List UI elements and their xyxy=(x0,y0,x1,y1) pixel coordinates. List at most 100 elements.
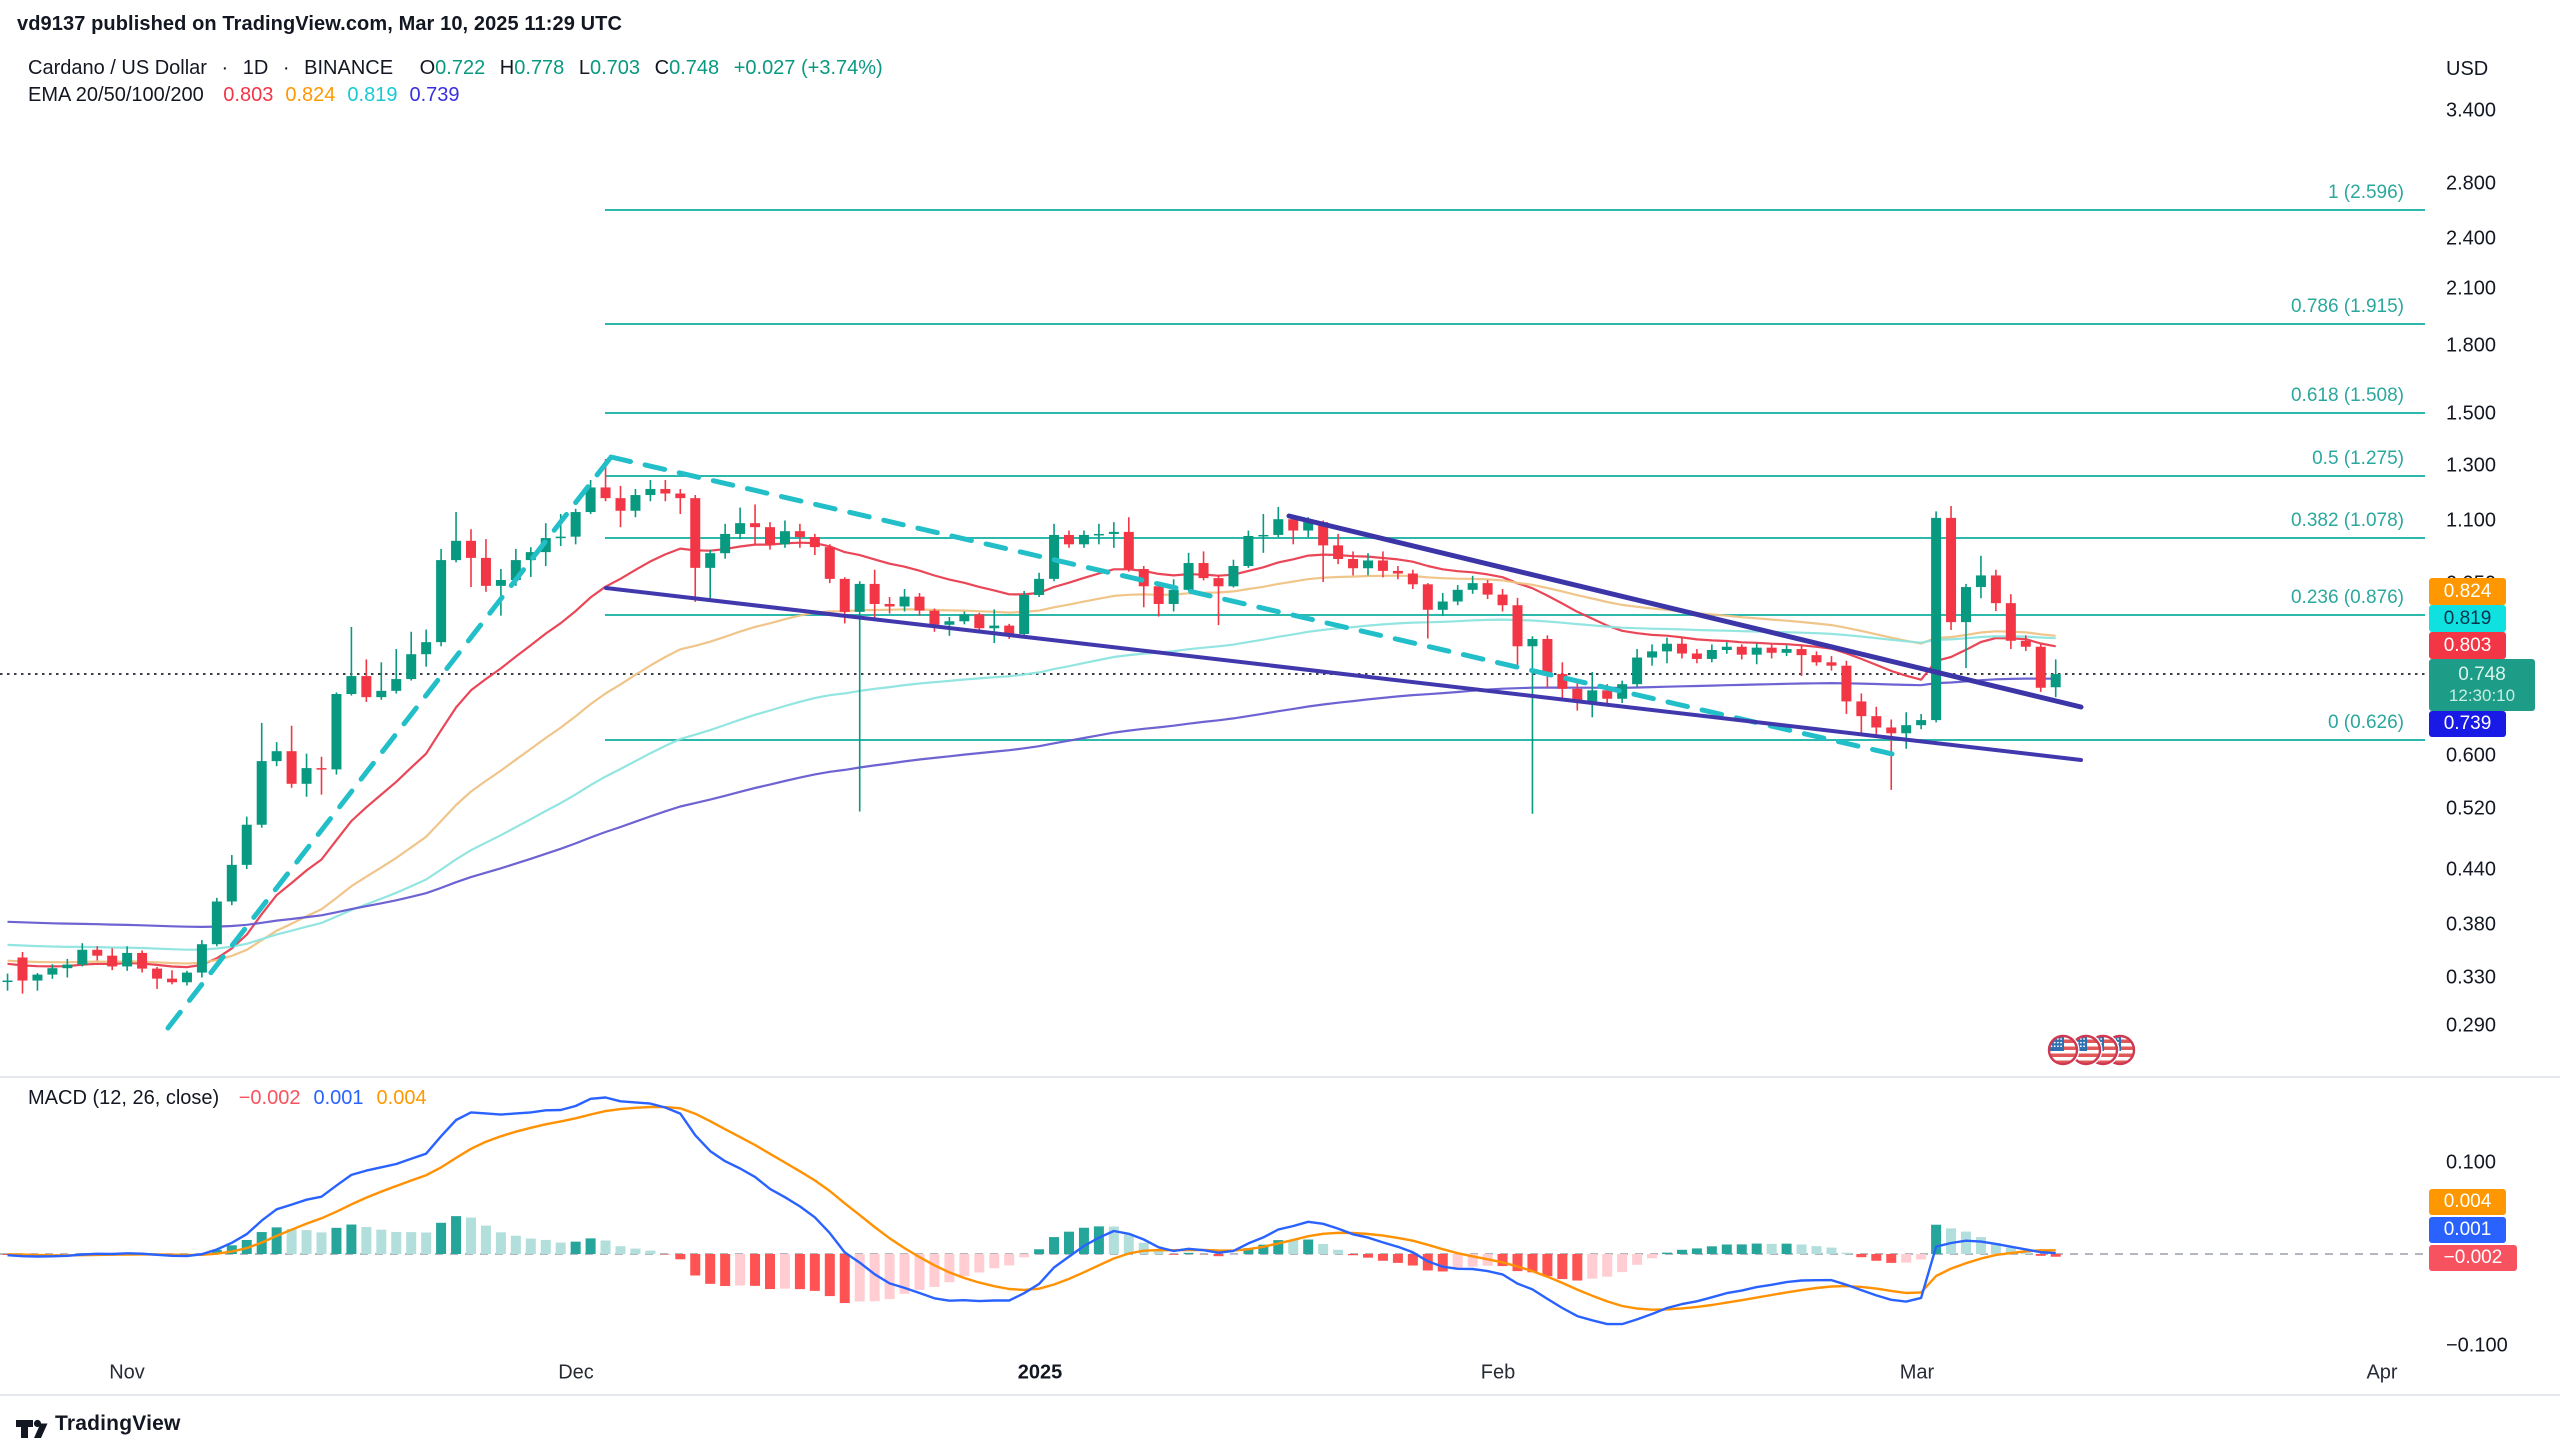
symbol-legend[interactable]: Cardano / US Dollar · 1D · BINANCE O0.72… xyxy=(28,57,892,80)
candle-body xyxy=(1437,601,1448,610)
trendline[interactable] xyxy=(604,586,2083,762)
macd-histogram-bar xyxy=(1557,1254,1568,1280)
dashed-trendline[interactable] xyxy=(608,454,1908,760)
ema-line-200 xyxy=(7,677,2056,929)
candle-body xyxy=(47,968,58,975)
price-tick-label[interactable]: 1.300 xyxy=(2446,454,2497,477)
time-tick-label[interactable]: Dec xyxy=(558,1361,594,1384)
price-tick-label[interactable]: 2.100 xyxy=(2446,277,2497,300)
candle-body xyxy=(1647,651,1658,658)
dashed-trend-lines xyxy=(165,454,1908,1031)
price-tick-label[interactable]: 1.500 xyxy=(2446,402,2497,425)
candle-body xyxy=(1333,545,1344,559)
ema-lines xyxy=(7,541,2056,969)
macd-tick-label[interactable]: −0.100 xyxy=(2446,1334,2508,1357)
macd-histogram-bar xyxy=(1019,1254,1030,1258)
macd-axis-badge: 0.001 xyxy=(2429,1217,2506,1243)
ema-value: 0.739 xyxy=(409,84,460,106)
candle-body xyxy=(1258,534,1269,537)
macd-histogram-bar xyxy=(645,1250,656,1254)
candle-body xyxy=(211,901,222,945)
ema-legend-values: 0.803 0.824 0.819 0.739 xyxy=(223,84,471,106)
candle-body xyxy=(1198,563,1209,579)
time-tick-label[interactable]: Feb xyxy=(1480,1361,1516,1384)
macd-histogram-bar xyxy=(690,1254,701,1276)
candle-body xyxy=(32,974,43,981)
price-tick-label[interactable]: 3.400 xyxy=(2446,99,2497,122)
candle-body xyxy=(1452,589,1463,602)
candle-body xyxy=(1916,720,1927,726)
candle-body xyxy=(1064,534,1074,545)
fib-retracement-lines xyxy=(605,209,2425,741)
macd-histogram-bar xyxy=(466,1217,476,1254)
price-tick-label[interactable]: 2.800 xyxy=(2446,172,2497,195)
candle-body xyxy=(1183,563,1194,590)
candle-body xyxy=(77,949,88,965)
price-tick-label[interactable]: 2.400 xyxy=(2446,227,2497,250)
price-tick-label[interactable]: 0.520 xyxy=(2446,797,2497,820)
ema-line-20 xyxy=(7,541,2056,969)
candle-body xyxy=(1632,657,1643,685)
macd-histogram-bar xyxy=(376,1229,387,1254)
macd-panel xyxy=(0,1096,2425,1326)
price-tick-label[interactable]: 0.330 xyxy=(2446,966,2497,989)
candle-body xyxy=(316,768,327,770)
separator-dot: · xyxy=(221,57,229,79)
candle-body xyxy=(794,531,805,538)
dashed-trendline[interactable] xyxy=(165,454,614,1031)
macd-histogram-bar xyxy=(1407,1254,1418,1266)
macd-histogram-bar xyxy=(929,1254,940,1287)
candle-body xyxy=(92,949,103,956)
macd-histogram-bar xyxy=(346,1224,357,1254)
candle-body xyxy=(1841,665,1852,702)
candle-body xyxy=(1990,575,2001,604)
candle-body xyxy=(570,512,581,537)
candle-body xyxy=(1228,566,1239,587)
macd-histogram-bar xyxy=(1034,1249,1045,1254)
macd-histogram-bar xyxy=(615,1246,626,1254)
time-tick-label[interactable]: Nov xyxy=(109,1361,145,1384)
candle-body xyxy=(510,560,521,581)
time-tick-label[interactable]: 2025 xyxy=(1017,1361,1063,1384)
macd-histogram-bar xyxy=(1871,1254,1882,1261)
macd-histogram-bar xyxy=(765,1254,775,1290)
change-value: +0.027 (+3.74%) xyxy=(733,57,883,79)
price-tick-label[interactable]: 1.800 xyxy=(2446,334,2497,357)
macd-legend[interactable]: MACD (12, 26, close) −0.002 0.001 0.004 xyxy=(28,1087,440,1110)
candle-body xyxy=(1676,643,1687,654)
time-tick-label[interactable]: Mar xyxy=(1899,1361,1935,1384)
macd-histogram-bar xyxy=(1064,1231,1074,1254)
candle-body xyxy=(1019,595,1030,635)
candle-body xyxy=(839,578,850,612)
tradingview-logo-text[interactable]: TradingView xyxy=(55,1412,181,1435)
macd-histogram-bar xyxy=(1856,1254,1867,1258)
macd-histogram-bar xyxy=(1990,1243,2001,1254)
candle-body xyxy=(645,488,656,496)
candle-body xyxy=(2,980,13,983)
candle-body xyxy=(630,495,641,511)
price-tick-label[interactable]: 1.100 xyxy=(2446,509,2497,532)
candle-body xyxy=(600,487,611,499)
macd-histogram-bar xyxy=(1497,1254,1508,1267)
high-value: 0.778 xyxy=(514,57,565,79)
trendline[interactable] xyxy=(1286,513,2084,710)
macd-histogram-bar xyxy=(1676,1249,1687,1254)
candle-body xyxy=(196,944,207,973)
macd-histogram-bar xyxy=(1602,1254,1613,1277)
price-tick-label[interactable]: 0.290 xyxy=(2446,1014,2497,1037)
macd-histogram-bar xyxy=(899,1254,910,1294)
macd-histogram-bar xyxy=(510,1235,521,1254)
price-tick-label[interactable]: 0.600 xyxy=(2446,744,2497,767)
tradingview-logo-icon[interactable] xyxy=(16,1419,48,1438)
macd-tick-label[interactable]: 0.100 xyxy=(2446,1151,2497,1174)
macd-legend-label: MACD (12, 26, close) xyxy=(28,1087,220,1109)
ema-legend[interactable]: EMA 20/50/100/200 0.803 0.824 0.819 0.739 xyxy=(28,84,472,107)
price-tick-label[interactable]: 0.380 xyxy=(2446,913,2497,936)
price-tick-label[interactable]: 0.440 xyxy=(2446,858,2497,881)
time-tick-label[interactable]: Apr xyxy=(2366,1361,2398,1384)
us-flag-watermark xyxy=(2046,1033,2137,1067)
macd-histogram-bar xyxy=(1961,1231,1971,1254)
macd-histogram-bar xyxy=(1377,1254,1388,1261)
macd-histogram-bar xyxy=(570,1241,581,1254)
